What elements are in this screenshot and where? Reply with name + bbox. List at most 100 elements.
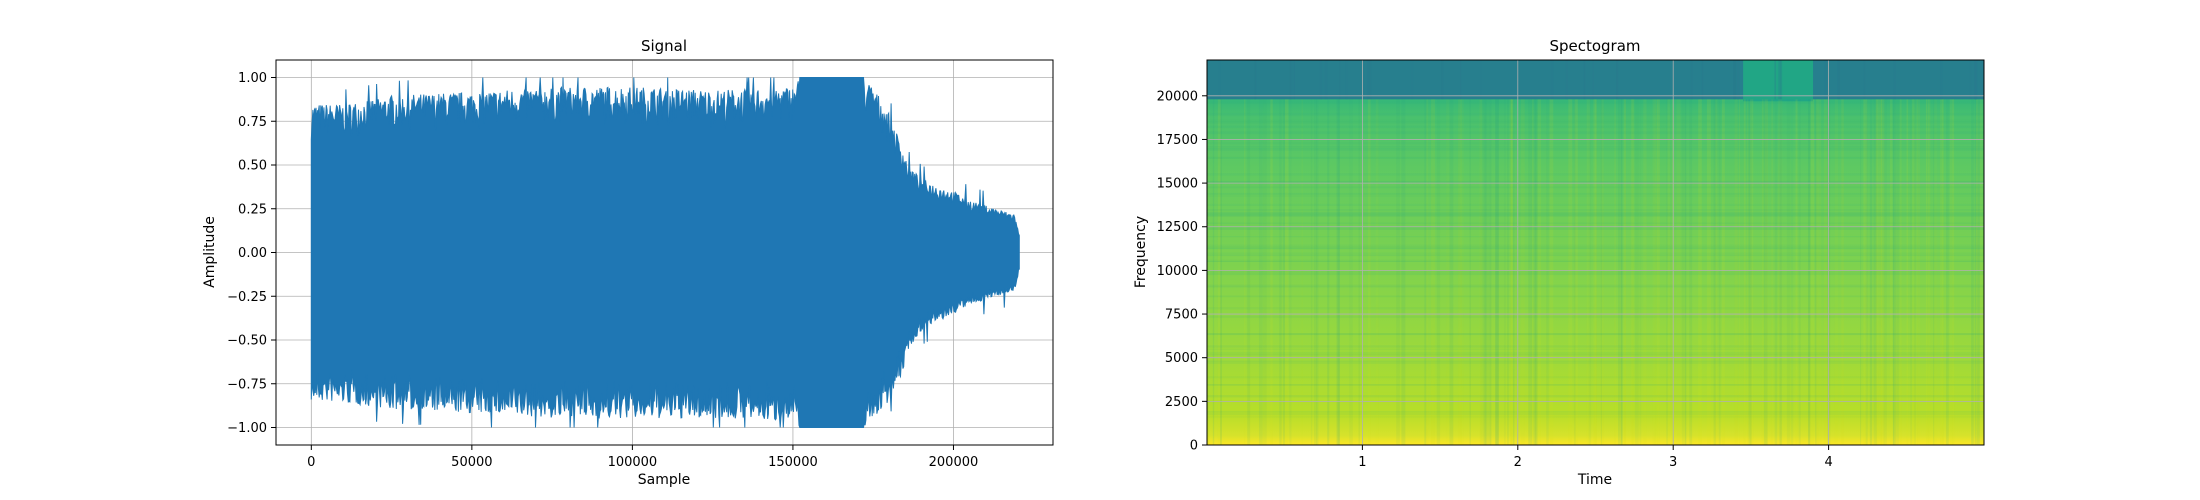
spectrogram-chart: Spectogram 1 2 3 4 0 2500 5000 7500 10000 12500 1…: [1133, 37, 1985, 488]
spectrogram-texture-stripe: [1285, 99, 1289, 445]
spectrogram-texture-stripe: [1949, 99, 1953, 445]
spectrogram-texture-band: [1207, 156, 1984, 159]
spectrogram-texture-stripe: [1969, 60, 1972, 100]
spectrogram-texture-stripe: [1875, 99, 1878, 445]
spectrogram-texture-stripe: [1823, 99, 1828, 445]
spectrogram-texture-stripe: [1933, 99, 1935, 445]
spectrogram-texture-band: [1207, 181, 1984, 184]
spectrogram-x-tick-label: 3: [1669, 455, 1677, 470]
spectrogram-texture-stripe: [1550, 60, 1554, 100]
spectrogram-texture-stripe: [1573, 99, 1576, 445]
spectrogram-texture-stripe: [1244, 99, 1246, 445]
spectrogram-texture-stripe: [1592, 60, 1594, 100]
spectrogram-title: Spectogram: [1549, 37, 1640, 55]
spectrogram-texture-stripe: [1927, 99, 1930, 445]
spectrogram-texture-stripe: [1533, 99, 1537, 445]
spectrogram-texture-band: [1207, 260, 1984, 263]
spectrogram-texture-stripe: [1925, 99, 1928, 445]
spectrogram-texture-stripe: [1324, 60, 1328, 100]
signal-x-ticks: 0 50000 100000 150000 200000: [307, 445, 978, 470]
spectrogram-texture-stripe: [1621, 99, 1623, 445]
spectrogram-texture-band: [1207, 157, 1984, 160]
spectrogram-texture-stripe: [1863, 60, 1866, 100]
spectrogram-texture-stripe: [1600, 99, 1602, 445]
signal-chart: Signal 0 50000 100000 150000 200000 −1.00 −0.…: [202, 37, 1054, 488]
spectrogram-y-tick-label: 0: [1190, 439, 1198, 454]
spectrogram-texture-stripe: [1795, 99, 1798, 445]
spectrogram-texture-stripe: [1763, 99, 1768, 445]
spectrogram-cutoff-region: [1207, 60, 1984, 100]
spectrogram-texture: [1207, 60, 1984, 445]
spectrogram-texture-stripe: [1486, 99, 1490, 445]
spectrogram-texture-band: [1207, 228, 1984, 230]
signal-x-tick-label: 0: [307, 455, 315, 470]
spectrogram-texture-stripe: [1568, 99, 1573, 445]
spectrogram-texture-stripe: [1643, 99, 1647, 445]
spectrogram-texture-stripe: [1685, 99, 1687, 445]
spectrogram-texture-band: [1207, 125, 1984, 129]
spectrogram-texture-stripe: [1314, 99, 1317, 445]
spectrogram-texture-band: [1207, 247, 1984, 250]
spectrogram-texture-stripe: [1976, 99, 1980, 445]
spectrogram-texture-stripe: [1698, 99, 1702, 445]
spectrogram-y-tick-label: 20000: [1157, 89, 1198, 104]
signal-x-label: Sample: [638, 472, 691, 488]
spectrogram-texture-stripe: [1401, 99, 1406, 445]
spectrogram-texture-stripe: [1458, 99, 1462, 445]
signal-y-tick-label: −0.50: [227, 334, 267, 349]
spectrogram-texture-stripe: [1933, 99, 1938, 445]
spectrogram-texture-band: [1207, 295, 1984, 298]
spectrogram-texture-stripe: [1743, 99, 1746, 445]
spectrogram-texture-stripe: [1713, 99, 1716, 445]
spectrogram-texture-stripe: [1915, 99, 1919, 445]
spectrogram-texture-stripe: [1327, 99, 1330, 445]
spectrogram-texture-stripe: [1363, 60, 1365, 100]
spectrogram-texture-band: [1207, 226, 1984, 230]
spectrogram-texture-stripe: [1282, 99, 1285, 445]
spectrogram-texture-stripe: [1460, 60, 1462, 100]
spectrogram-texture-stripe: [1565, 60, 1568, 100]
spectrogram-texture-stripe: [1876, 99, 1880, 445]
spectrogram-texture-band: [1207, 215, 1984, 217]
spectrogram-texture-stripe: [1289, 99, 1292, 445]
spectrogram-texture-band: [1207, 412, 1984, 416]
spectrogram-texture-stripe: [1586, 99, 1591, 445]
spectrogram-texture-band: [1207, 351, 1984, 355]
spectrogram-image: [1207, 60, 1984, 445]
spectrogram-texture-stripe: [1336, 99, 1340, 445]
spectrogram-texture-stripe: [1258, 99, 1263, 445]
spectrogram-texture-stripe: [1665, 99, 1669, 445]
signal-y-tick-label: 0.50: [238, 159, 267, 174]
spectrogram-texture-stripe: [1489, 99, 1492, 445]
spectrogram-texture-stripe: [1270, 99, 1273, 445]
spectrogram-texture-stripe: [1721, 99, 1725, 445]
spectrogram-texture-band: [1207, 416, 1984, 418]
spectrogram-texture-band: [1207, 180, 1984, 183]
spectrogram-texture-stripe: [1917, 99, 1921, 445]
spectrogram-texture-stripe: [1513, 99, 1515, 445]
spectrogram-texture-stripe: [1546, 99, 1549, 445]
spectrogram-texture-band: [1207, 131, 1984, 135]
signal-y-ticks: −1.00 −0.75 −0.50 −0.25 0.00 0.25 0.50 0.75 1.00: [227, 71, 276, 436]
spectrogram-texture-stripe: [1345, 60, 1348, 100]
spectrogram-texture-band: [1207, 345, 1984, 348]
spectrogram-texture-stripe: [1974, 99, 1977, 445]
signal-y-tick-label: 0.25: [238, 202, 267, 217]
signal-x-tick-label: 200000: [929, 455, 979, 470]
spectrogram-texture-stripe: [1941, 99, 1944, 445]
spectrogram-x-tick-label: 2: [1514, 455, 1522, 470]
spectrogram-texture-stripe: [1479, 60, 1482, 100]
spectrogram-texture-stripe: [1656, 99, 1660, 445]
spectrogram-y-tick-label: 5000: [1165, 351, 1198, 366]
spectrogram-texture-stripe: [1912, 99, 1915, 445]
spectrogram-texture-stripe: [1520, 99, 1525, 445]
spectrogram-texture-stripe: [1880, 99, 1885, 445]
spectrogram-texture-stripe: [1863, 99, 1868, 445]
spectrogram-texture-stripe: [1623, 99, 1627, 445]
spectrogram-texture-band: [1207, 203, 1984, 206]
spectrogram-texture-stripe: [1974, 60, 1977, 100]
spectrogram-texture-stripe: [1701, 60, 1704, 100]
spectrogram-texture-stripe: [1652, 99, 1656, 445]
spectrogram-texture-band: [1207, 192, 1984, 195]
spectrogram-texture-stripe: [1928, 99, 1931, 445]
